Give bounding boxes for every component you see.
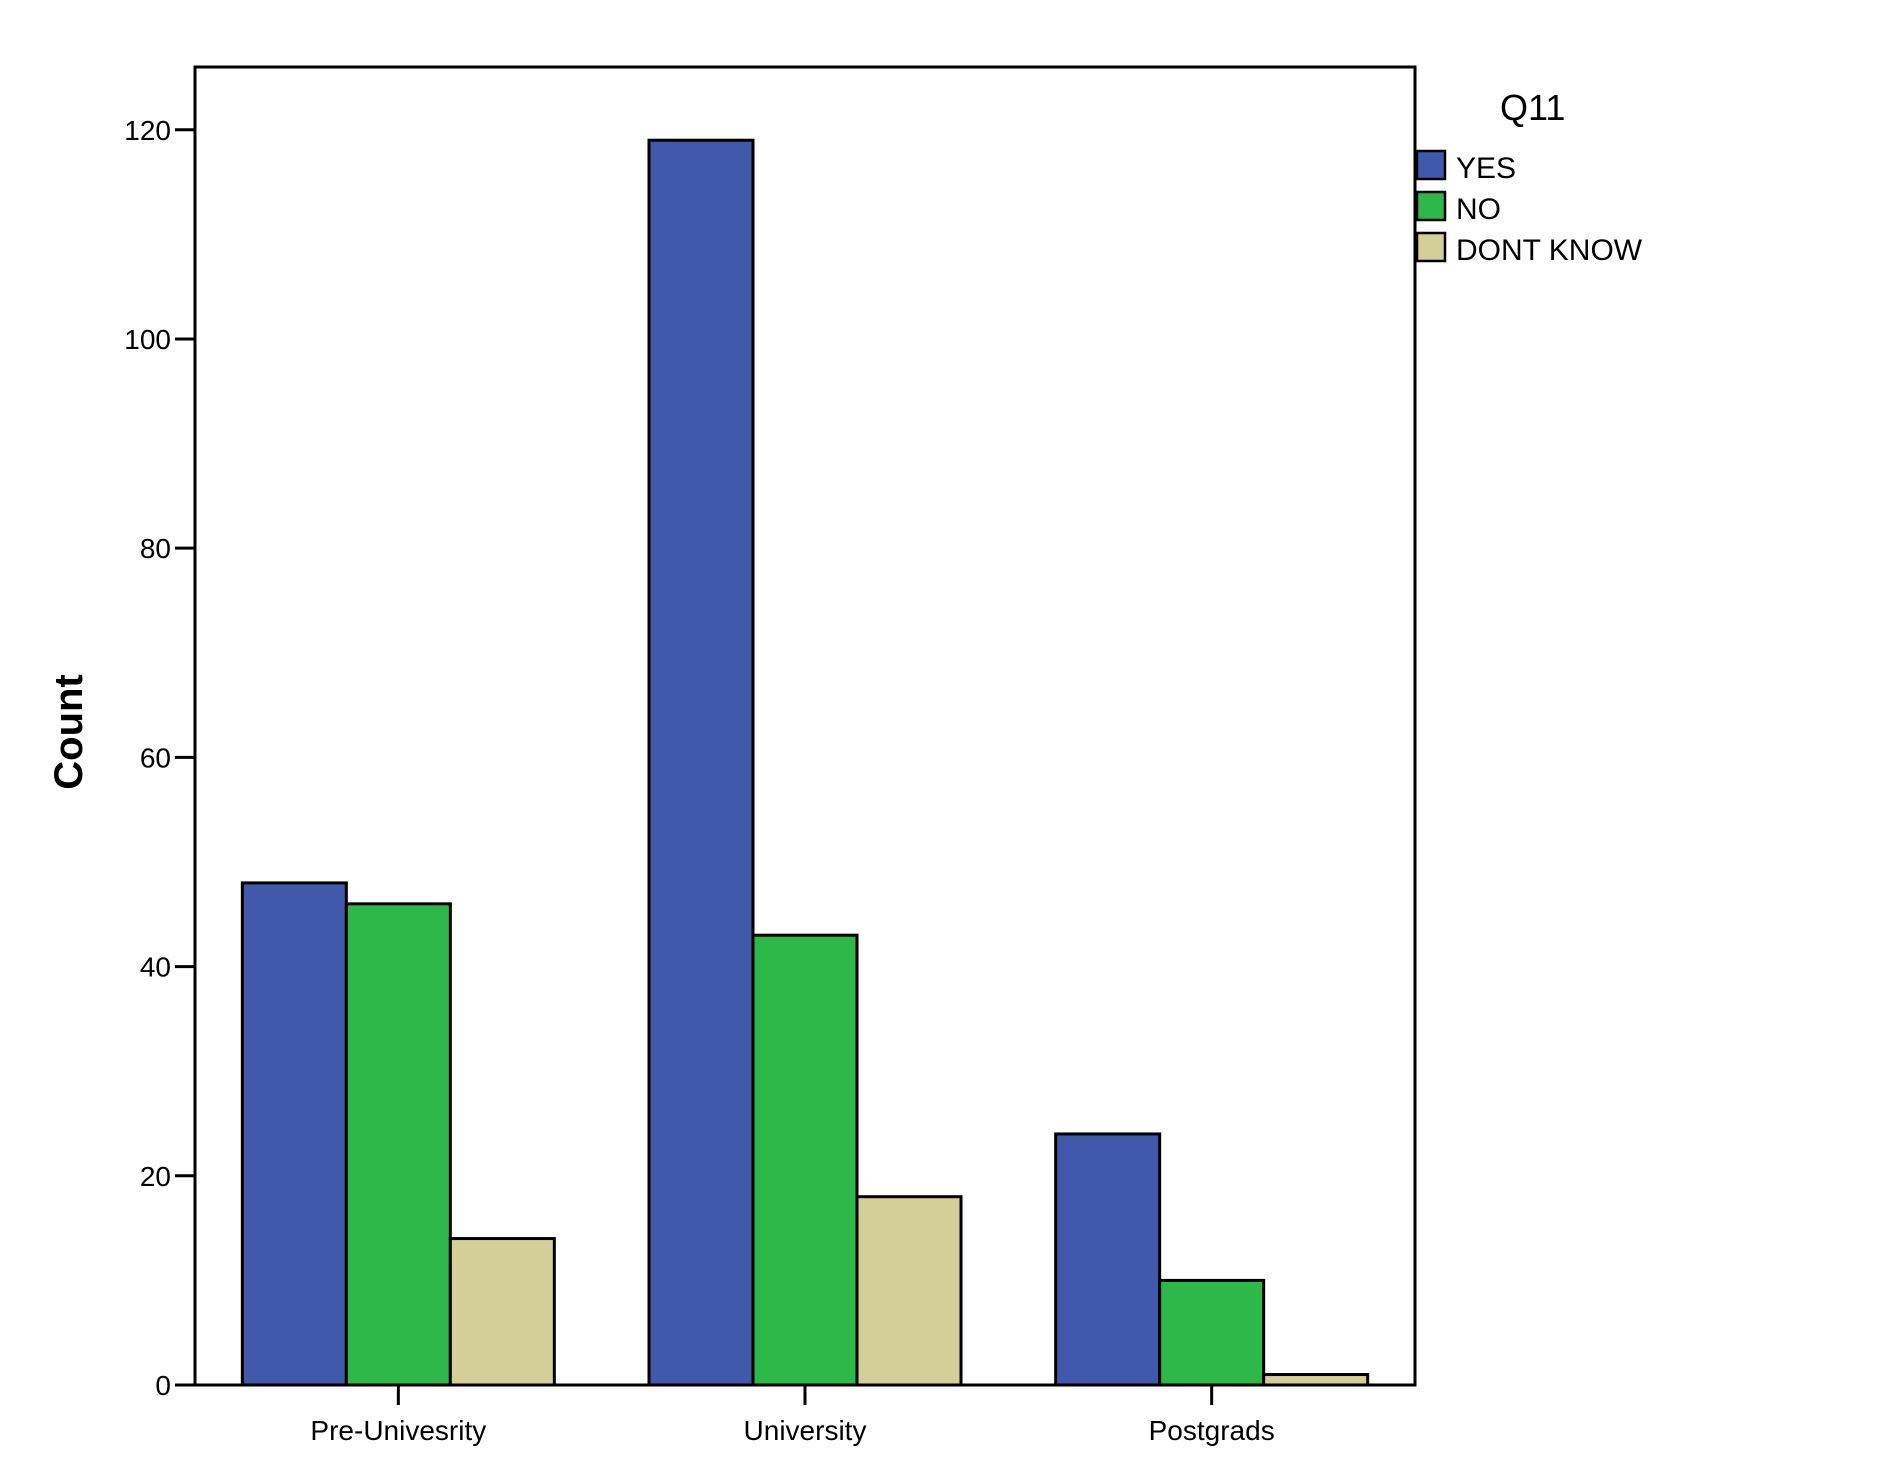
bar-no: [344, 902, 452, 1387]
legend-swatch: [1415, 149, 1447, 181]
legend-title: Q11: [1500, 87, 1565, 128]
y-axis: 0 20 40 60 80 100 120: [124, 115, 195, 1401]
legend: Q11 YES NO DONT KNOW: [1415, 87, 1643, 267]
y-tick-label: 120: [124, 115, 171, 146]
x-tick-label: University: [744, 1415, 867, 1446]
legend-label: DONT KNOW: [1456, 234, 1643, 267]
legend-label: NO: [1456, 193, 1501, 226]
bars-group: [240, 138, 1370, 1387]
legend-swatch: [1415, 190, 1447, 222]
bar-dont-know: [1262, 1373, 1370, 1387]
y-tick-label: 60: [140, 742, 171, 773]
legend-swatch: [1415, 231, 1447, 263]
x-axis: Pre-Univesrity University Postgrads: [310, 1385, 1275, 1446]
bar-yes: [240, 881, 348, 1387]
bar-no: [751, 933, 859, 1387]
y-tick-label: 80: [140, 533, 171, 564]
legend-label: YES: [1456, 152, 1516, 185]
bar-yes: [1054, 1132, 1162, 1387]
y-tick-label: 20: [140, 1161, 171, 1192]
x-tick-label: Pre-Univesrity: [310, 1415, 486, 1446]
bar-dont-know: [855, 1195, 963, 1387]
bar-yes: [647, 138, 755, 1387]
y-tick-label: 0: [155, 1370, 171, 1401]
bar-no: [1158, 1278, 1266, 1387]
y-tick-label: 40: [140, 952, 171, 983]
x-tick-label: Postgrads: [1149, 1415, 1275, 1446]
y-tick-label: 100: [124, 324, 171, 355]
y-axis-title: Count: [47, 674, 91, 790]
bar-dont-know: [448, 1237, 556, 1387]
